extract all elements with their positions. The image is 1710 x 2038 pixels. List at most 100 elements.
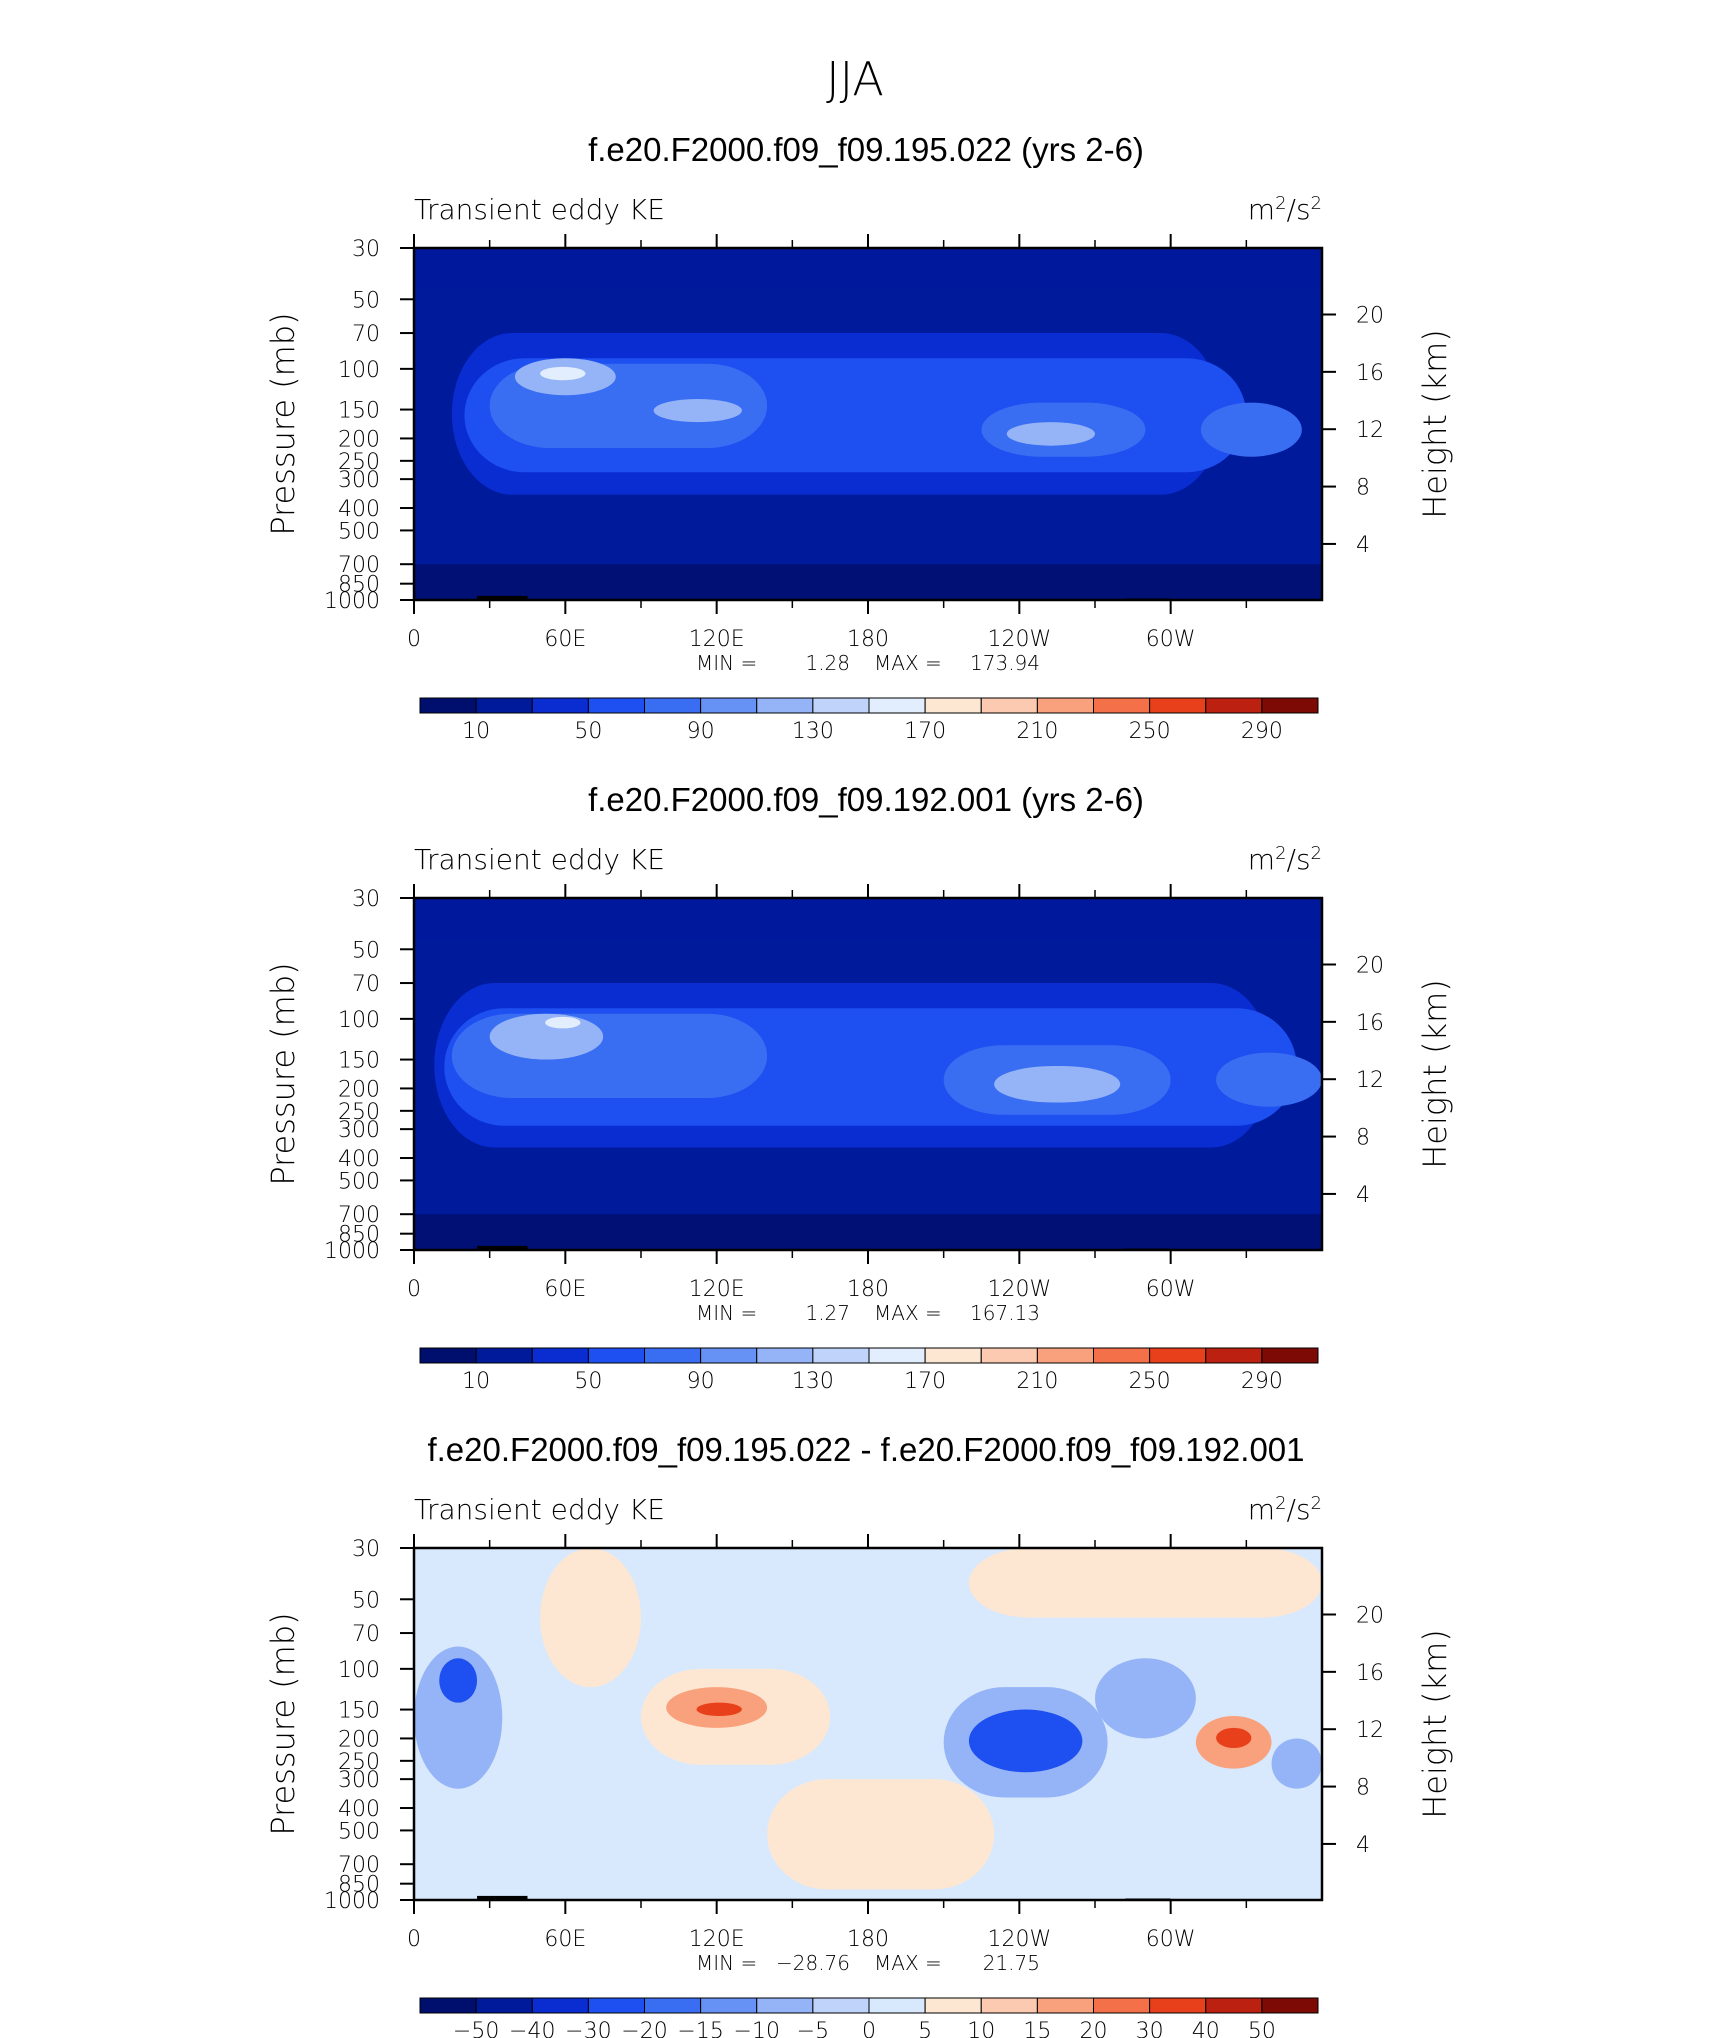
colorbar-swatch <box>1205 1997 1263 2014</box>
y-right-tick-label: 12 <box>1356 418 1384 443</box>
x-tick-label: 120E <box>689 627 745 652</box>
contour-field <box>414 898 1322 1250</box>
colorbar-swatch <box>980 1347 1038 1364</box>
colorbar-swatch <box>644 697 702 714</box>
y-tick-label: 1000 <box>324 1239 380 1264</box>
y-tick-label: 70 <box>352 1622 380 1647</box>
contour-band <box>968 1709 1083 1773</box>
y-right-tick-label: 4 <box>1356 1833 1370 1858</box>
y-tick-label: 100 <box>338 1658 380 1683</box>
units-label: m2/s2 <box>1248 193 1322 227</box>
contour-band <box>767 1779 995 1890</box>
colorbar-swatch <box>419 697 477 714</box>
y-tick-label: 50 <box>352 288 380 313</box>
y-right-tick-label: 16 <box>1356 1011 1384 1036</box>
colorbar-label: 50 <box>574 1369 602 1394</box>
colorbar-swatch <box>644 1997 702 2014</box>
y-right-tick-label: 20 <box>1356 953 1384 978</box>
colorbar-swatch <box>1261 1347 1319 1364</box>
max-value: 173.94 <box>970 651 1040 675</box>
colorbar-label: 210 <box>1016 719 1058 744</box>
colorbar-label: 10 <box>967 2019 995 2038</box>
colorbar-label: −50 <box>453 2019 499 2038</box>
left-string: Transient eddy KE <box>414 1493 665 1526</box>
y-tick-label: 500 <box>338 519 380 544</box>
colorbar-swatch <box>1205 697 1263 714</box>
colorbar-label: 50 <box>574 719 602 744</box>
x-tick-label: 60W <box>1146 1277 1196 1302</box>
x-tick-label: 60E <box>544 1277 586 1302</box>
y-tick-label: 250 <box>338 450 380 475</box>
x-tick-label: 60W <box>1146 627 1196 652</box>
colorbar-swatch <box>419 1347 477 1364</box>
y-right-axis-title: Height (km) <box>1416 1629 1454 1819</box>
contour-band <box>968 1548 1322 1618</box>
y-right-tick-label: 4 <box>1356 1183 1370 1208</box>
max-label: MAX = <box>874 651 942 675</box>
y-tick-label: 70 <box>352 322 380 347</box>
colorbar-swatch <box>475 1347 533 1364</box>
contour-band <box>545 1016 581 1029</box>
contour-band <box>1095 1658 1196 1739</box>
x-tick-label: 120W <box>987 627 1051 652</box>
colorbar-swatch <box>924 697 982 714</box>
min-value: 1.28 <box>805 651 850 675</box>
colorbar-label: 90 <box>687 1369 715 1394</box>
colorbar-label: 20 <box>1080 2019 1108 2038</box>
y-tick-label: 1000 <box>324 1889 380 1914</box>
colorbar-label: −15 <box>677 2019 723 2038</box>
colorbar-swatch <box>1036 697 1094 714</box>
colorbar-swatch <box>475 1997 533 2014</box>
x-tick-label: 120W <box>987 1927 1051 1952</box>
left-string: Transient eddy KE <box>414 843 665 876</box>
colorbar-label: −10 <box>734 2019 780 2038</box>
contour-field <box>414 248 1322 600</box>
colorbar-swatch <box>700 697 758 714</box>
y-tick-label: 200 <box>338 1727 380 1752</box>
chart-panel-3: f.e20.F2000.f09_f09.195.022 - f.e20.F200… <box>264 1431 1454 2038</box>
colorbar-swatch <box>1205 1347 1263 1364</box>
y-tick-label: 850 <box>338 1223 380 1248</box>
colorbar-swatch <box>531 697 589 714</box>
colorbar-swatch <box>1261 697 1319 714</box>
y-tick-label: 400 <box>338 1797 380 1822</box>
contour-field <box>414 1548 1322 1900</box>
colorbar-label: 15 <box>1023 2019 1051 2038</box>
y-tick-label: 1000 <box>324 589 380 614</box>
colorbar-label: 130 <box>792 719 834 744</box>
contour-band <box>414 898 1322 939</box>
colorbar-label: −30 <box>565 2019 611 2038</box>
y-right-tick-label: 16 <box>1356 1661 1384 1686</box>
x-tick-label: 180 <box>847 627 889 652</box>
min-label: MIN = <box>696 1951 757 1975</box>
colorbar-label: 290 <box>1241 719 1283 744</box>
y-tick-label: 200 <box>338 427 380 452</box>
colorbar-swatch <box>756 1997 814 2014</box>
y-right-tick-label: 4 <box>1356 533 1370 558</box>
colorbar-swatch <box>980 697 1038 714</box>
y-tick-label: 70 <box>352 972 380 997</box>
colorbar-label: 50 <box>1248 2019 1276 2038</box>
contour-band <box>414 248 1322 289</box>
colorbar-label: 250 <box>1129 1369 1171 1394</box>
contour-band <box>540 1548 641 1688</box>
colorbar-swatch <box>1093 697 1151 714</box>
units-label: m2/s2 <box>1248 1493 1322 1527</box>
y-tick-label: 50 <box>352 938 380 963</box>
colorbar-label: −20 <box>621 2019 667 2038</box>
colorbar-swatch <box>1149 697 1207 714</box>
colorbar-swatch <box>756 697 814 714</box>
colorbar-label: 210 <box>1016 1369 1058 1394</box>
y-tick-label: 100 <box>338 358 380 383</box>
colorbar-label: 0 <box>862 2019 876 2038</box>
colorbar-swatch <box>812 697 870 714</box>
max-label: MAX = <box>874 1301 942 1325</box>
x-tick-label: 120E <box>689 1927 745 1952</box>
y-right-tick-label: 8 <box>1356 1776 1370 1801</box>
y-right-tick-label: 20 <box>1356 1603 1384 1628</box>
y-tick-label: 30 <box>352 1537 380 1562</box>
y-right-tick-label: 20 <box>1356 303 1384 328</box>
y-tick-label: 400 <box>338 497 380 522</box>
colorbar-swatch <box>587 1347 645 1364</box>
colorbar-label: 10 <box>462 719 490 744</box>
